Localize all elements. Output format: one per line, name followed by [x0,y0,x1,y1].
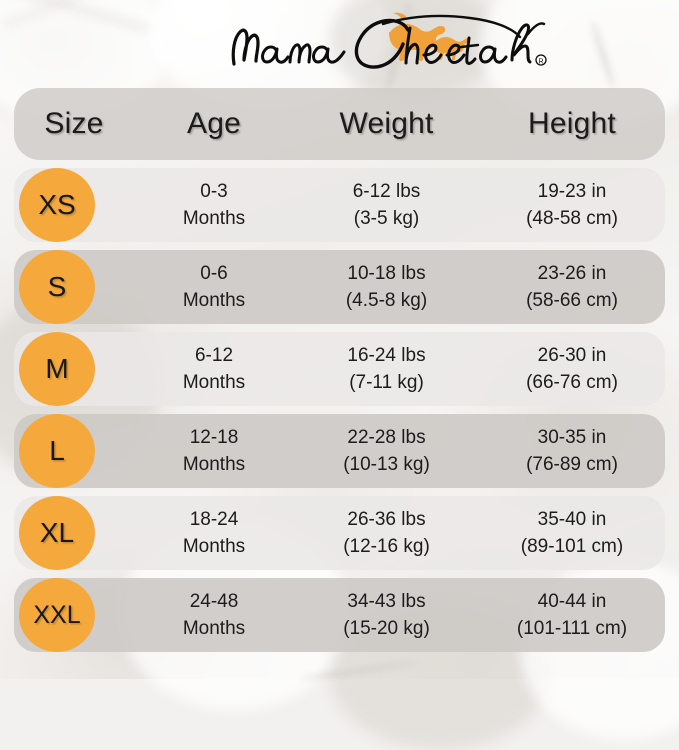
cell-age: 18-24 Months [134,506,294,560]
cell-height-line2: (101-111 cm) [516,618,628,639]
size-badge-cell: XXL [14,578,134,652]
column-header-size: Size [44,107,104,140]
cell-weight: 22-28 lbs (10-13 kg) [294,424,479,478]
cell-weight-line1: 34-43 lbs [347,591,426,612]
cell-height-line1: 23-26 in [537,263,607,284]
cell-height: 30-35 in (76-89 cm) [479,424,665,478]
cell-age-line1: 18-24 [189,509,239,530]
cell-weight-line2: (12-16 kg) [343,536,430,557]
registered-trademark-icon: R [535,54,547,66]
cell-height-line1: 30-35 in [537,427,607,448]
cell-height-line2: (76-89 cm) [526,454,618,475]
size-badge-cell: XS [14,168,134,242]
cell-age: 12-18 Months [134,424,294,478]
cell-age-line2: Months [182,454,246,475]
table-row: S 0-6 Months 10-18 lbs (4.5-8 kg) 23-26 … [14,250,665,324]
brand-logo: R [0,8,679,76]
size-badge: XS [19,168,95,242]
table-row: XS 0-3 Months 6-12 lbs (3-5 kg) 19-23 in… [14,168,665,242]
cell-weight-line2: (3-5 kg) [353,208,420,229]
cell-height-line1: 35-40 in [537,509,607,530]
cell-age-line2: Months [182,536,246,557]
cell-age-line1: 12-18 [189,427,239,448]
size-badge-cell: L [14,414,134,488]
cell-weight-line1: 10-18 lbs [347,263,426,284]
cell-age: 0-3 Months [134,178,294,232]
cell-weight-line2: (7-11 kg) [349,372,424,393]
cell-weight: 26-36 lbs (12-16 kg) [294,506,479,560]
cell-height-line1: 26-30 in [537,345,607,366]
column-header-age: Age [187,107,241,140]
cell-height-line2: (66-76 cm) [526,372,618,393]
cell-weight-line1: 6-12 lbs [352,181,421,202]
table-row: XXL 24-48 Months 34-43 lbs (15-20 kg) 40… [14,578,665,652]
size-badge: XXL [19,578,95,652]
cell-height: 35-40 in (89-101 cm) [479,506,665,560]
size-badge-cell: S [14,250,134,324]
cell-weight: 6-12 lbs (3-5 kg) [294,178,479,232]
cell-age-line1: 0-3 [200,181,228,202]
cell-weight-line2: (15-20 kg) [343,618,430,639]
svg-text:R: R [538,59,543,66]
cell-age: 6-12 Months [134,342,294,396]
cell-age: 24-48 Months [134,588,294,642]
cell-weight: 10-18 lbs (4.5-8 kg) [294,260,479,314]
cell-age-line2: Months [182,372,246,393]
table-row: M 6-12 Months 16-24 lbs (7-11 kg) 26-30 … [14,332,665,406]
cell-age-line2: Months [182,208,246,229]
cell-height-line2: (89-101 cm) [520,536,624,557]
cell-height-line2: (48-58 cm) [526,208,618,229]
table-header-row: Size Age Weight Height [14,88,665,160]
size-badge: XL [19,496,95,570]
cell-height: 40-44 in (101-111 cm) [479,588,665,642]
cell-age-line1: 0-6 [200,263,228,284]
size-chart-table: Size Age Weight Height XS 0-3 Months 6-1… [14,88,665,652]
cell-weight-line2: (10-13 kg) [343,454,430,475]
size-badge: L [19,414,95,488]
size-badge-cell: XL [14,496,134,570]
column-header-height: Height [528,107,616,140]
cell-weight-line1: 26-36 lbs [347,509,426,530]
cell-weight: 34-43 lbs (15-20 kg) [294,588,479,642]
cell-age: 0-6 Months [134,260,294,314]
cell-age-line1: 6-12 [194,345,234,366]
cell-weight-line1: 16-24 lbs [347,345,426,366]
cell-height-line1: 19-23 in [537,181,607,202]
size-badge: S [19,250,95,324]
cell-height-line2: (58-66 cm) [526,290,618,311]
size-badge: M [19,332,95,406]
cell-height: 19-23 in (48-58 cm) [479,178,665,232]
cell-age-line1: 24-48 [189,591,239,612]
table-row: L 12-18 Months 22-28 lbs (10-13 kg) 30-3… [14,414,665,488]
cell-weight-line1: 22-28 lbs [347,427,426,448]
cell-height-line1: 40-44 in [537,591,607,612]
cell-weight: 16-24 lbs (7-11 kg) [294,342,479,396]
column-header-weight: Weight [339,107,434,140]
cell-age-line2: Months [182,618,246,639]
size-badge-cell: M [14,332,134,406]
table-row: XL 18-24 Months 26-36 lbs (12-16 kg) 35-… [14,496,665,570]
cell-age-line2: Months [182,290,246,311]
cell-height: 23-26 in (58-66 cm) [479,260,665,314]
cell-weight-line2: (4.5-8 kg) [345,290,428,311]
cell-height: 26-30 in (66-76 cm) [479,342,665,396]
